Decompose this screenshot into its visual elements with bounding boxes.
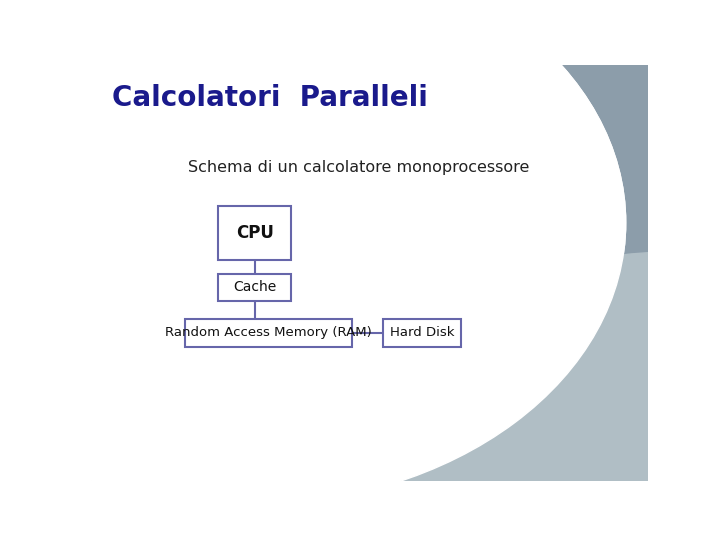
Text: CPU: CPU	[235, 224, 274, 242]
FancyBboxPatch shape	[383, 320, 461, 347]
Bar	[425, 65, 648, 481]
Bar	[90, 406, 648, 481]
Text: Calcolatori  Paralleli: Calcolatori Paralleli	[112, 84, 428, 112]
FancyBboxPatch shape	[218, 206, 291, 260]
Circle shape	[0, 0, 626, 505]
Text: Random Access Memory (RAM): Random Access Memory (RAM)	[165, 327, 372, 340]
Circle shape	[0, 0, 626, 505]
FancyBboxPatch shape	[218, 274, 291, 301]
Text: Schema di un calcolatore monoprocessore: Schema di un calcolatore monoprocessore	[188, 160, 529, 176]
Text: Hard Disk: Hard Disk	[390, 327, 454, 340]
Text: Cache: Cache	[233, 280, 276, 294]
FancyBboxPatch shape	[185, 320, 352, 347]
Circle shape	[313, 252, 720, 540]
